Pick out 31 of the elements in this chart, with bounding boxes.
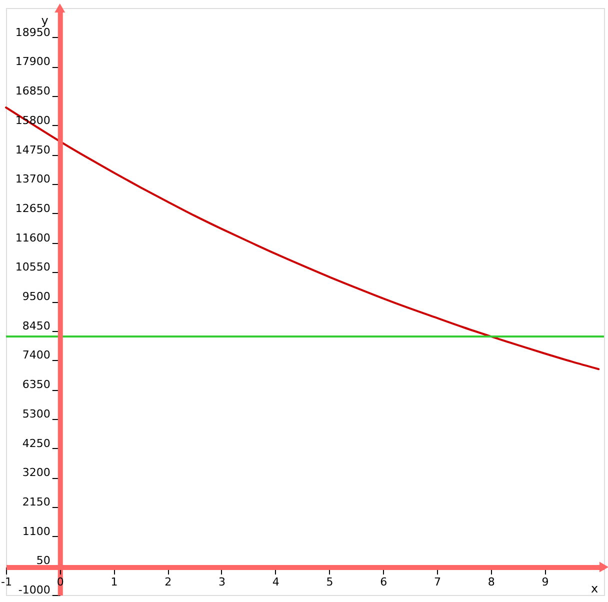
x-tick-label: 4 (272, 576, 280, 589)
y-tick-label: 12650 (15, 202, 50, 215)
y-tick-label: 14750 (15, 143, 50, 156)
y-tick-label: -1000 (18, 584, 50, 596)
x-tick-label: 2 (164, 576, 172, 589)
y-tick-label: 13700 (15, 172, 50, 186)
x-tick-label: 9 (542, 576, 549, 589)
y-tick-label: 18950 (15, 26, 50, 39)
x-tick-label: -1 (1, 576, 12, 589)
x-tick-label: 5 (326, 576, 334, 589)
y-tick-label: 10550 (15, 260, 50, 274)
y-tick-label: 9500 (22, 290, 50, 303)
x-tick-label: 7 (434, 576, 441, 589)
x-tick-label: 1 (110, 576, 118, 589)
x-tick-label: 6 (380, 576, 388, 589)
y-axis-title: y (41, 14, 48, 28)
y-tick-label: 4250 (22, 436, 50, 450)
y-tick-label: 16850 (15, 84, 50, 98)
x-tick-label: 3 (218, 576, 226, 589)
y-tick-label: 2150 (22, 495, 50, 508)
y-tick-label: 8450 (22, 319, 50, 332)
y-tick-label: 3200 (22, 466, 50, 480)
y-tick-label: 50 (36, 554, 50, 568)
y-tick-label: 17900 (15, 55, 50, 68)
y-tick-label: 1100 (22, 524, 50, 538)
y-tick-label: 11600 (15, 231, 50, 244)
x-axis-title: x (590, 582, 598, 596)
y-tick-label: 5300 (22, 407, 50, 420)
y-tick-label: 6350 (22, 378, 50, 392)
y-tick-label: 7400 (22, 348, 50, 362)
x-tick-label: 8 (488, 576, 495, 589)
